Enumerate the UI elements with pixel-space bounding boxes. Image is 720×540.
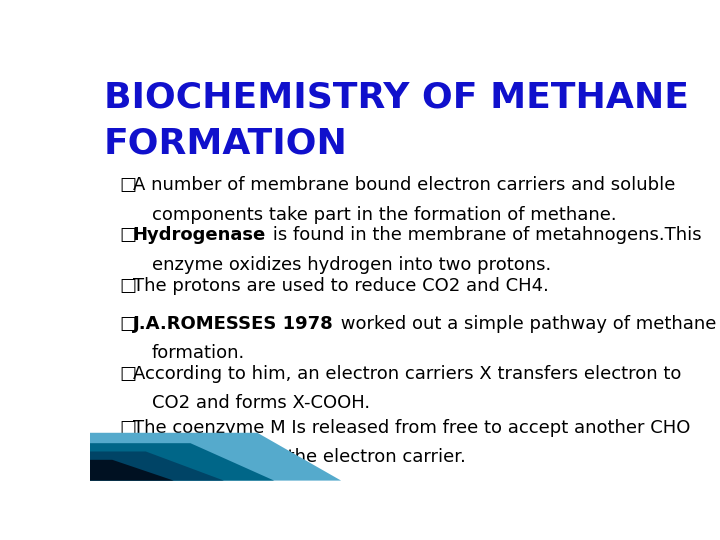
Text: The protons are used to reduce CO2 and CH4.: The protons are used to reduce CO2 and C… — [132, 276, 549, 294]
Text: enzyme oxidizes hydrogen into two protons.: enzyme oxidizes hydrogen into two proton… — [152, 256, 552, 274]
Polygon shape — [90, 460, 174, 481]
Text: The coenzyme M Is released from free to accept another CHO: The coenzyme M Is released from free to … — [132, 419, 690, 437]
Text: worked out a simple pathway of methane: worked out a simple pathway of methane — [335, 315, 716, 333]
Polygon shape — [90, 451, 224, 481]
Text: According to him, an electron carriers X transfers electron to: According to him, an electron carriers X… — [132, 365, 681, 383]
Polygon shape — [90, 443, 274, 481]
Text: □: □ — [120, 226, 137, 245]
Text: formation.: formation. — [152, 345, 246, 362]
Text: □: □ — [120, 365, 137, 383]
Text: □: □ — [120, 419, 137, 437]
Text: BIOCHEMISTRY OF METHANE: BIOCHEMISTRY OF METHANE — [104, 80, 689, 114]
Text: □: □ — [120, 276, 137, 294]
Text: A number of membrane bound electron carriers and soluble: A number of membrane bound electron carr… — [132, 177, 675, 194]
Text: molecule from the electron carrier.: molecule from the electron carrier. — [152, 448, 466, 466]
Text: □: □ — [120, 315, 137, 333]
Text: J.A.ROMESSES 1978: J.A.ROMESSES 1978 — [132, 315, 333, 333]
Text: □: □ — [120, 177, 137, 194]
Text: Hydrogenase: Hydrogenase — [132, 226, 266, 245]
Text: CO2 and forms X-COOH.: CO2 and forms X-COOH. — [152, 394, 370, 413]
Polygon shape — [90, 433, 341, 481]
Text: is found in the membrane of metahnogens.This: is found in the membrane of metahnogens.… — [267, 226, 702, 245]
Text: components take part in the formation of methane.: components take part in the formation of… — [152, 206, 616, 224]
Text: FORMATION: FORMATION — [104, 126, 348, 160]
